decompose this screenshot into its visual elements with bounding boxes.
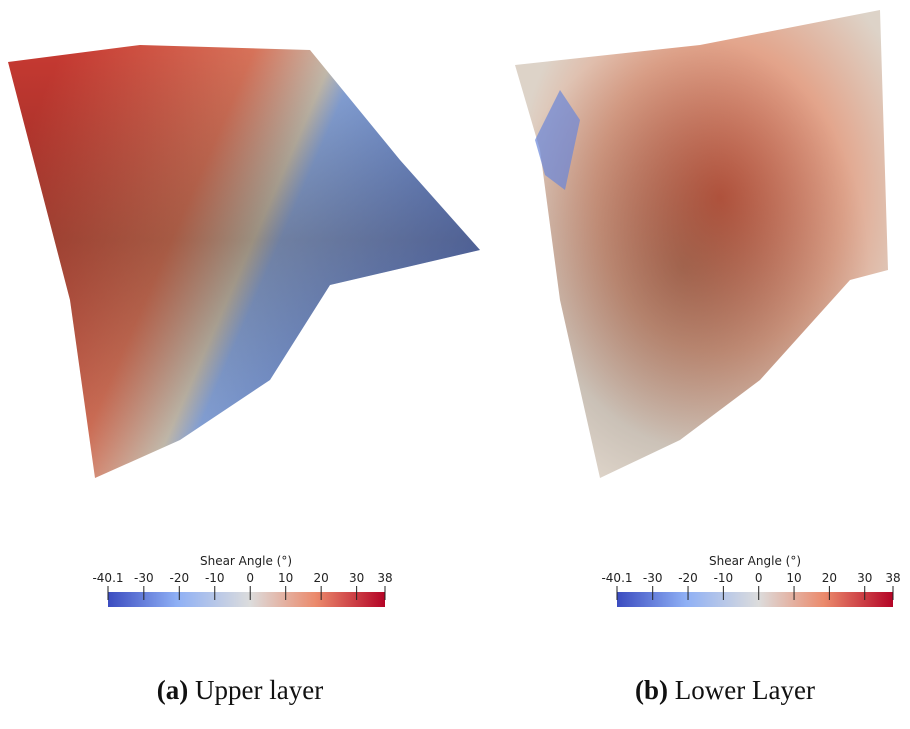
colorbar-gradient: [617, 592, 893, 607]
tick-label: -30: [134, 571, 154, 585]
tick-label: 0: [246, 571, 254, 585]
tick-label: -40.1: [601, 571, 632, 585]
lower-surface: [515, 10, 888, 478]
colorbar-title: Shear Angle (°): [200, 554, 292, 568]
tick-label: 38: [885, 571, 900, 585]
upper-surface: [8, 45, 480, 478]
colorbar: Shear Angle (°) -40.1 -30 -20 -10 0 10 20 30 38: [92, 554, 392, 607]
caption-text: Lower Layer: [675, 675, 815, 705]
colorbar-title: Shear Angle (°): [709, 554, 801, 568]
tick-label: -20: [678, 571, 698, 585]
colorbar-gradient: [108, 592, 385, 607]
tick-label: -20: [169, 571, 189, 585]
caption-label: (a): [157, 675, 188, 705]
colorbar: Shear Angle (°) -40.1 -30 -20 -10 0 10 20 30 38: [601, 554, 900, 607]
tick-label: 10: [786, 571, 801, 585]
figure: Shear Angle (°) -40.1-30-20-10010203038 …: [0, 0, 910, 729]
tick-label: -40.1: [92, 571, 123, 585]
tick-label: 30: [349, 571, 364, 585]
caption-label: (b): [635, 675, 668, 705]
caption: (b) Lower Layer: [635, 675, 815, 705]
tick-label: -10: [205, 571, 225, 585]
tick-label: 10: [278, 571, 293, 585]
caption-text: Upper layer: [195, 675, 323, 705]
tick-label: 38: [377, 571, 392, 585]
tick-label: -10: [714, 571, 734, 585]
tick-label: 30: [857, 571, 872, 585]
caption: (a) Upper layer: [157, 675, 323, 705]
tick-label: -30: [643, 571, 663, 585]
tick-label: 20: [822, 571, 837, 585]
tick-label: 20: [314, 571, 329, 585]
tick-label: 0: [755, 571, 763, 585]
